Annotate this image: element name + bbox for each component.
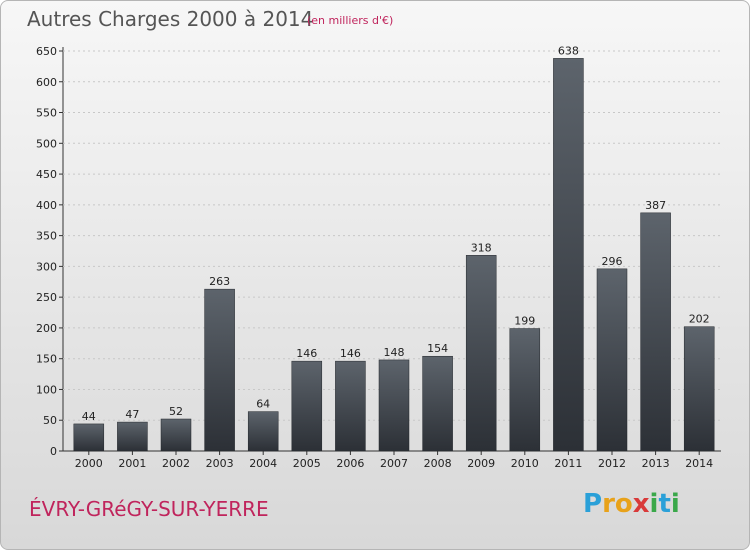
logo-letter: i [649,489,659,519]
y-tick-label: 350 [36,230,57,243]
chart-subtitle: (en milliers d'€) [307,14,394,27]
bar[interactable] [335,360,366,452]
y-tick-label: 400 [36,199,57,212]
x-tick-label: 2012 [598,457,626,470]
y-tick-label: 250 [36,291,57,304]
x-tick-label: 2014 [685,457,713,470]
y-tick-label: 100 [36,383,57,396]
bar[interactable] [247,411,279,452]
x-tick-label: 2008 [424,457,452,470]
logo-letter: t [658,489,671,519]
x-tick-label: 2013 [642,457,670,470]
y-tick-label: 450 [36,168,57,181]
bar-value-label: 52 [169,405,183,418]
chart-title: Autres Charges 2000 à 2014 [27,7,314,31]
y-tick-label: 500 [36,137,57,150]
y-tick-label: 600 [36,76,57,89]
logo-letter: P [583,489,603,519]
bar-value-label: 148 [384,346,405,359]
y-tick-label: 150 [36,353,57,366]
x-tick-label: 2009 [467,457,495,470]
bar[interactable] [378,359,410,452]
bar-value-label: 638 [558,44,579,57]
x-tick-label: 2006 [336,457,364,470]
bar-value-label: 47 [125,408,139,421]
x-tick-label: 2001 [118,457,146,470]
y-tick-label: 300 [36,260,57,273]
logo-letter: i [670,489,680,519]
logo-letter: x [632,489,650,519]
bar[interactable] [683,326,715,452]
bar-value-label: 44 [82,410,96,423]
logo-letter: o [614,489,633,519]
proxiti-logo[interactable]: Proxiti [583,489,680,519]
bar[interactable] [291,360,323,452]
bar-value-label: 387 [645,199,666,212]
bar-value-label: 318 [471,241,492,254]
bar[interactable] [465,255,497,452]
bar-value-label: 154 [427,342,448,355]
y-tick-label: 200 [36,322,57,335]
commune-name: ÉVRY-GRéGY-SUR-YERRE [29,497,269,521]
x-tick-label: 2007 [380,457,408,470]
bar-value-label: 146 [296,347,317,360]
bar[interactable] [640,212,671,452]
bar-value-label: 64 [256,398,270,411]
x-tick-label: 2000 [75,457,103,470]
x-tick-label: 2010 [511,457,539,470]
y-tick-label: 550 [36,107,57,120]
bar-value-label: 146 [340,347,361,360]
x-tick-label: 2011 [554,457,582,470]
bar-value-label: 296 [602,255,623,268]
x-tick-label: 2005 [293,457,321,470]
y-tick-label: 50 [43,414,57,427]
x-tick-label: 2002 [162,457,190,470]
bar[interactable] [596,268,628,452]
bar[interactable] [204,288,235,452]
bar[interactable] [160,418,192,452]
bar[interactable] [509,328,541,452]
bar[interactable] [117,421,148,452]
bar[interactable] [73,423,105,452]
bar-value-label: 202 [689,313,710,326]
bar-value-label: 199 [514,315,535,328]
y-tick-label: 0 [50,445,57,458]
logo-letter: r [602,489,615,519]
x-tick-label: 2004 [249,457,277,470]
x-tick-label: 2003 [206,457,234,470]
bar[interactable] [553,58,584,452]
y-tick-label: 650 [36,45,57,58]
bar-value-label: 263 [209,275,230,288]
bar[interactable] [422,355,453,452]
